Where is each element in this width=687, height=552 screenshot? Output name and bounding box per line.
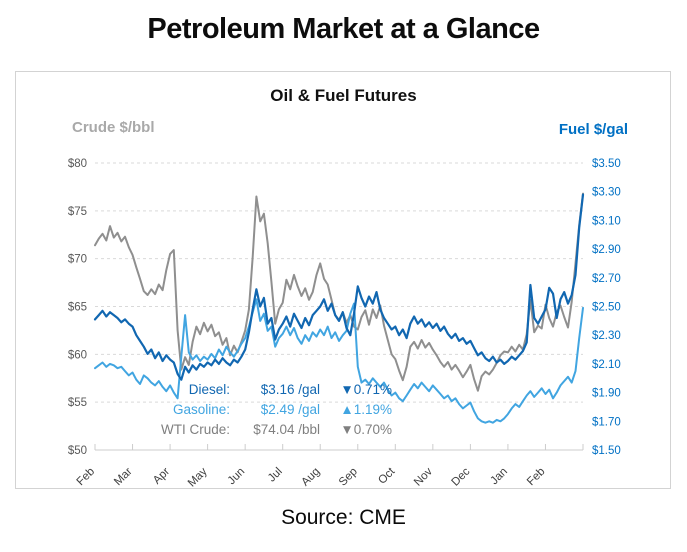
right-axis-tick-label: $2.90: [592, 244, 621, 256]
right-axis-tick-label: $3.30: [592, 187, 621, 199]
gasoline-line: [94, 298, 584, 424]
chart-legend: Diesel: $3.16 /gal ▼0.71% Gasoline: $2.49 /g…: [154, 382, 392, 437]
x-axis-month-label: Jul: [266, 466, 285, 485]
legend-series-change: ▼0.70%: [340, 422, 392, 437]
x-axis-month-label: Sep: [337, 466, 360, 489]
left-axis-tick-label: $80: [68, 158, 87, 170]
right-axis-tick-label: $2.30: [592, 330, 621, 342]
x-axis-month-label: May: [186, 465, 210, 489]
legend-series-value: $2.49 /gal: [260, 402, 320, 417]
legend-series-name: Gasoline:: [172, 402, 230, 417]
x-axis-month-label: Dec: [450, 465, 473, 488]
legend-row-wticrude: WTI Crude: $74.04 /bbl ▼0.70%: [154, 422, 392, 437]
source-caption: Source: CME: [281, 506, 406, 529]
legend-row-diesel: Diesel: $3.16 /gal ▼0.71%: [154, 382, 392, 397]
legend-row-gasoline: Gasoline: $2.49 /gal ▲1.19%: [154, 402, 392, 417]
legend-series-change: ▲1.19%: [340, 402, 392, 417]
x-axis-month-label: Oct: [376, 465, 398, 487]
right-axis-tick-label: $2.10: [592, 359, 621, 371]
chart-title: Oil & Fuel Futures: [270, 86, 417, 105]
x-axis-month-label: Nov: [412, 465, 435, 488]
right-axis-tick-label: $2.50: [592, 302, 621, 314]
page-title: Petroleum Market at a Glance: [147, 13, 540, 45]
right-axis-tick-label: $1.90: [592, 388, 621, 400]
right-axis-tick-label: $2.70: [592, 273, 621, 285]
left-axis-tick-label: $70: [68, 254, 87, 266]
right-axis-tick-label: $3.10: [592, 215, 621, 227]
x-axis-month-label: Apr: [151, 466, 172, 487]
x-axis-month-label: Mar: [112, 466, 135, 489]
left-axis-tick-label: $75: [68, 206, 87, 218]
left-axis-tick-label: $60: [68, 349, 87, 361]
x-axis-month-label: Jun: [226, 466, 248, 488]
right-axis-tick-label: $3.50: [592, 158, 621, 170]
legend-series-name: Diesel:: [188, 382, 230, 397]
x-axis-month-label: Feb: [525, 466, 548, 489]
wti-crude-line: [94, 192, 584, 392]
x-axis-month-label: Feb: [75, 466, 98, 489]
chart-card: [15, 71, 671, 489]
legend-series-change: ▼0.71%: [340, 382, 392, 397]
left-axis-title: Crude $/bbl: [72, 119, 155, 136]
legend-series-value: $3.16 /gal: [260, 382, 320, 397]
right-axis-tick-label: $1.50: [592, 445, 621, 457]
left-axis-tick-label: $55: [68, 397, 87, 409]
x-axis-month-label: Aug: [299, 466, 322, 489]
legend-series-value: $74.04 /bbl: [253, 422, 320, 437]
x-axis-month-label: Jan: [488, 466, 510, 488]
left-axis-tick-label: $65: [68, 302, 87, 314]
diesel-line: [93, 193, 585, 381]
left-axis-tick-label: $50: [68, 445, 87, 457]
right-axis-title: Fuel $/gal: [558, 121, 628, 138]
right-axis-tick-label: $1.70: [592, 416, 621, 428]
legend-series-name: WTI Crude:: [160, 422, 230, 437]
